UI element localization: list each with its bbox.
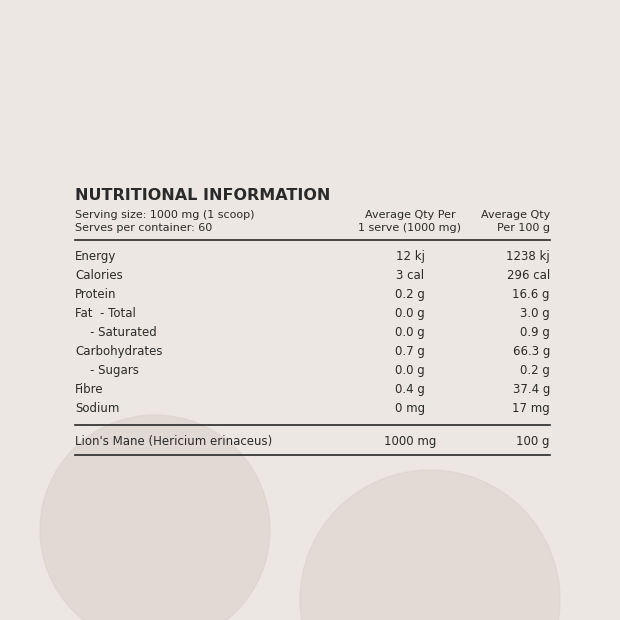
- Text: NUTRITIONAL INFORMATION: NUTRITIONAL INFORMATION: [75, 188, 330, 203]
- Text: 1 serve (1000 mg): 1 serve (1000 mg): [358, 223, 461, 233]
- Text: Serves per container: 60: Serves per container: 60: [75, 223, 212, 233]
- Text: Calories: Calories: [75, 269, 123, 282]
- Text: - Sugars: - Sugars: [75, 364, 139, 377]
- Text: Energy: Energy: [75, 250, 117, 263]
- Text: Fat  - Total: Fat - Total: [75, 307, 136, 320]
- Text: 0 mg: 0 mg: [395, 402, 425, 415]
- Text: - Saturated: - Saturated: [75, 326, 157, 339]
- Text: 12 kj: 12 kj: [396, 250, 425, 263]
- Text: 0.7 g: 0.7 g: [395, 345, 425, 358]
- Text: 296 cal: 296 cal: [507, 269, 550, 282]
- Text: Serving size: 1000 mg (1 scoop): Serving size: 1000 mg (1 scoop): [75, 210, 254, 220]
- Text: Carbohydrates: Carbohydrates: [75, 345, 162, 358]
- Text: 0.0 g: 0.0 g: [395, 326, 425, 339]
- Text: 16.6 g: 16.6 g: [513, 288, 550, 301]
- Text: 1238 kj: 1238 kj: [507, 250, 550, 263]
- Text: 66.3 g: 66.3 g: [513, 345, 550, 358]
- Text: 0.4 g: 0.4 g: [395, 383, 425, 396]
- Text: Fibre: Fibre: [75, 383, 104, 396]
- Text: 0.0 g: 0.0 g: [395, 307, 425, 320]
- Text: 0.0 g: 0.0 g: [395, 364, 425, 377]
- Circle shape: [40, 415, 270, 620]
- Text: 0.2 g: 0.2 g: [395, 288, 425, 301]
- Circle shape: [300, 470, 560, 620]
- Text: 37.4 g: 37.4 g: [513, 383, 550, 396]
- Text: Lion's Mane (Hericium erinaceus): Lion's Mane (Hericium erinaceus): [75, 435, 272, 448]
- Text: 17 mg: 17 mg: [512, 402, 550, 415]
- Text: Average Qty: Average Qty: [480, 210, 550, 220]
- Text: Protein: Protein: [75, 288, 117, 301]
- Text: Sodium: Sodium: [75, 402, 120, 415]
- Text: 1000 mg: 1000 mg: [384, 435, 436, 448]
- Text: 0.9 g: 0.9 g: [520, 326, 550, 339]
- Text: Per 100 g: Per 100 g: [497, 223, 550, 233]
- Text: 0.2 g: 0.2 g: [520, 364, 550, 377]
- Text: Average Qty Per: Average Qty Per: [365, 210, 455, 220]
- Text: 3.0 g: 3.0 g: [520, 307, 550, 320]
- Text: 100 g: 100 g: [516, 435, 550, 448]
- Text: 3 cal: 3 cal: [396, 269, 424, 282]
